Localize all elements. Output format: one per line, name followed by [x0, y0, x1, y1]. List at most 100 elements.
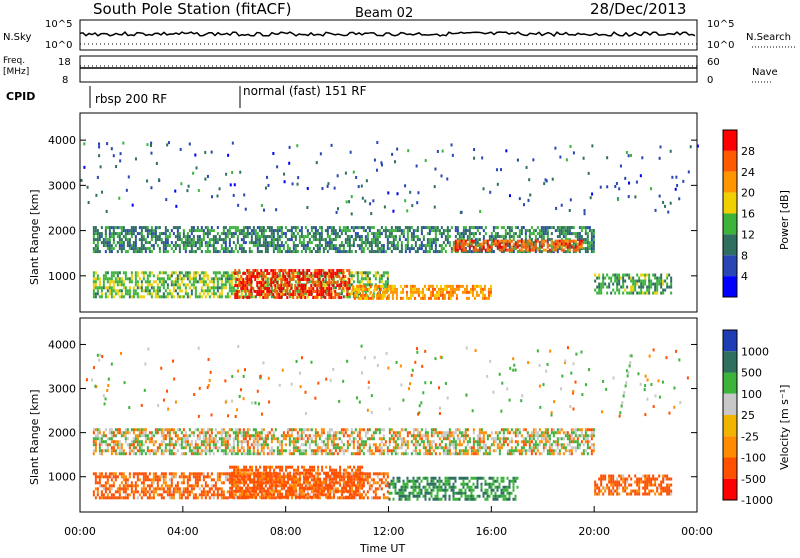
- data-cell: [535, 431, 537, 434]
- data-cell: [479, 434, 481, 437]
- data-cell: [429, 229, 431, 232]
- data-cell: [322, 287, 324, 290]
- data-cell: [407, 452, 409, 455]
- data-cell: [495, 437, 497, 440]
- data-cell: [240, 287, 242, 290]
- data-cell: [493, 229, 495, 232]
- data-cell: [125, 440, 127, 443]
- data-cell: [109, 484, 111, 487]
- data-cell: [483, 440, 485, 443]
- data-cell: [507, 449, 509, 452]
- data-cell: [177, 244, 179, 247]
- data-cell: [247, 446, 249, 449]
- data-cell: [348, 287, 350, 290]
- data-cell: [129, 241, 131, 244]
- data-cell: [533, 232, 535, 235]
- data-cell: [141, 238, 143, 241]
- data-cell: [241, 452, 243, 455]
- data-cell: [381, 163, 383, 166]
- data-cell: [417, 247, 419, 250]
- data-cell: [141, 481, 143, 484]
- data-cell: [229, 229, 231, 232]
- data-cell: [450, 285, 452, 288]
- data-cell: [473, 431, 475, 434]
- data-cell: [366, 288, 368, 291]
- data-cell: [247, 440, 249, 443]
- data-cell: [432, 285, 434, 288]
- data-cell: [533, 229, 535, 232]
- data-cell: [219, 446, 221, 449]
- data-cell: [296, 144, 298, 147]
- data-cell: [339, 437, 341, 440]
- data-cell: [101, 496, 103, 499]
- data-cell: [111, 271, 113, 274]
- data-cell: [295, 446, 297, 449]
- data-cell: [259, 238, 261, 241]
- data-cell: [153, 493, 155, 496]
- data-cell: [225, 232, 227, 235]
- data-cell: [113, 232, 115, 235]
- data-cell: [153, 280, 155, 283]
- data-cell: [444, 294, 446, 297]
- data-cell: [602, 274, 604, 277]
- data-cell: [636, 283, 638, 286]
- data-cell: [403, 452, 405, 455]
- data-cell: [343, 295, 345, 298]
- data-cell: [234, 284, 236, 287]
- data-cell: [109, 241, 111, 244]
- data-cell: [499, 443, 501, 446]
- data-cell: [161, 238, 163, 241]
- data-cell: [177, 235, 179, 238]
- data-cell: [133, 437, 135, 440]
- data-cell: [515, 449, 517, 452]
- data-cell: [227, 431, 229, 434]
- data-cell: [141, 286, 143, 289]
- data-cell: [207, 289, 209, 292]
- data-cell: [497, 431, 499, 434]
- data-cell: [235, 437, 237, 440]
- data-cell: [630, 292, 632, 295]
- data-cell: [577, 440, 579, 443]
- data-cell: [347, 241, 349, 244]
- data-cell: [585, 437, 587, 440]
- data-cell: [195, 241, 197, 244]
- data-cell: [660, 274, 662, 277]
- data-cell: [399, 446, 401, 449]
- data-cell: [571, 232, 573, 235]
- data-cell: [229, 238, 231, 241]
- data-cell: [565, 446, 567, 449]
- data-cell: [207, 428, 209, 431]
- data-cell: [101, 226, 103, 229]
- data-cell: [159, 232, 161, 235]
- data-cell: [131, 277, 133, 280]
- data-cell: [439, 244, 441, 247]
- data-cell: [119, 295, 121, 298]
- data-cell: [569, 443, 571, 446]
- data-cell: [591, 250, 593, 253]
- data-cell: [117, 490, 119, 493]
- data-cell: [103, 487, 105, 490]
- data-cell: [101, 289, 103, 292]
- data-cell: [648, 286, 650, 289]
- data-cell: [269, 244, 271, 247]
- data-cell: [111, 475, 113, 478]
- data-cell: [537, 431, 539, 434]
- data-cell: [579, 226, 581, 229]
- data-cell: [423, 440, 425, 443]
- data-cell: [369, 443, 371, 446]
- data-cell: [101, 472, 103, 475]
- data-cell: [503, 437, 505, 440]
- data-cell: [471, 449, 473, 452]
- data-cell: [632, 283, 634, 286]
- data-cell: [259, 229, 261, 232]
- data-cell: [201, 271, 203, 274]
- data-cell: [271, 229, 273, 232]
- data-cell: [273, 232, 275, 235]
- data-cell: [463, 243, 465, 246]
- data-cell: [328, 296, 330, 299]
- data-cell: [267, 283, 269, 286]
- data-cell: [165, 449, 167, 452]
- data-cell: [321, 244, 323, 247]
- y-tick-label: 1000: [48, 270, 76, 283]
- data-cell: [173, 226, 175, 229]
